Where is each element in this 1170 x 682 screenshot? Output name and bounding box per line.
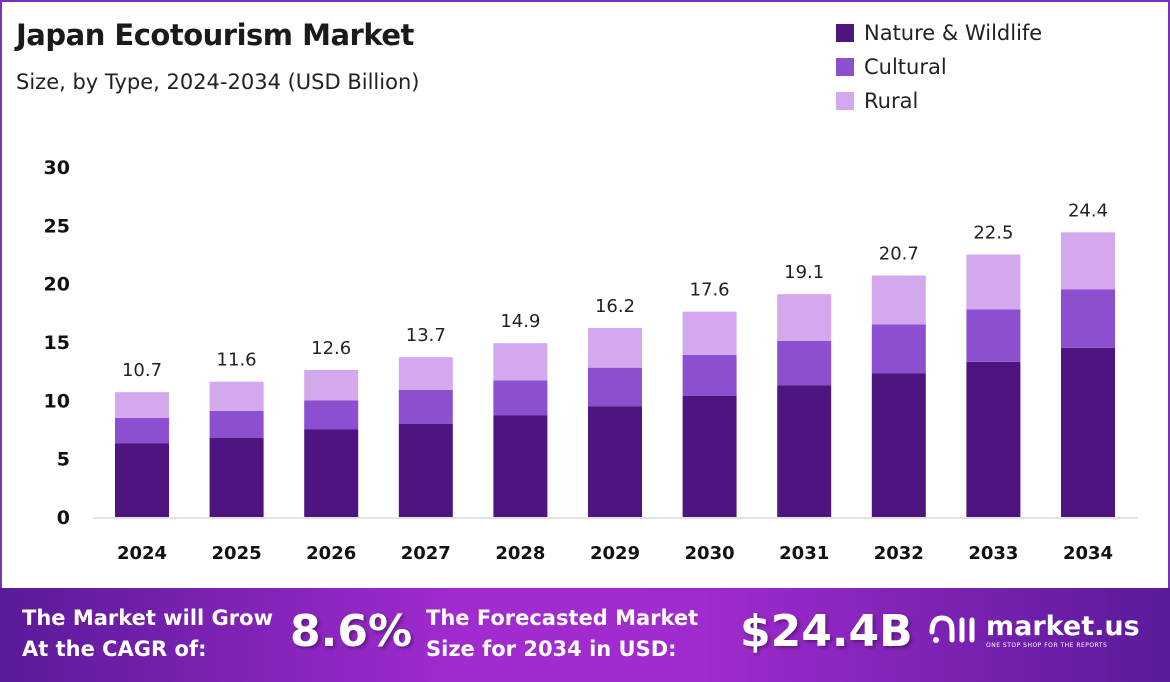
bar-segment-cultural-2030 — [682, 354, 737, 396]
bar-segment-cultural-2024 — [115, 417, 169, 444]
legend-swatch — [836, 24, 854, 42]
stacked-bar-chart: 05101520253010.7202411.6202512.6202613.7… — [44, 157, 1138, 564]
x-tick-label: 2025 — [212, 543, 262, 564]
x-tick-label: 2032 — [874, 543, 924, 564]
x-tick-label: 2027 — [401, 543, 451, 564]
legend-item-cultural: Cultural — [836, 50, 1042, 84]
bar-segment-nature-wildlife-2033 — [966, 361, 1021, 517]
data-label-total: 14.9 — [500, 311, 540, 332]
bar-segment-rural-2024 — [115, 392, 169, 418]
brand-name: market.us — [986, 611, 1140, 642]
bar-segment-cultural-2029 — [588, 367, 642, 407]
legend-label: Cultural — [864, 55, 947, 79]
bar-segment-rural-2034 — [1061, 232, 1115, 290]
bar-segment-nature-wildlife-2034 — [1061, 347, 1115, 517]
data-label-total: 22.5 — [973, 223, 1013, 244]
x-tick-label: 2033 — [968, 543, 1018, 564]
chart-subtitle: Size, by Type, 2024-2034 (USD Billion) — [16, 70, 420, 94]
bar-segment-cultural-2031 — [777, 340, 832, 386]
x-tick-label: 2031 — [779, 543, 829, 564]
x-tick-label: 2026 — [306, 543, 356, 564]
y-tick-label: 20 — [44, 274, 70, 296]
y-tick-label: 10 — [44, 390, 70, 412]
legend-label: Nature & Wildlife — [864, 21, 1043, 45]
cagr-label: The Market will Grow At the CAGR of: — [22, 603, 273, 665]
data-label-total: 24.4 — [1068, 200, 1108, 221]
market-us-logo-icon — [929, 615, 975, 643]
legend-item-nature-wildlife: Nature & Wildlife — [836, 16, 1042, 50]
y-tick-label: 25 — [44, 215, 70, 237]
data-label-total: 17.6 — [690, 280, 730, 301]
bar-segment-rural-2025 — [209, 381, 264, 411]
bar-segment-nature-wildlife-2026 — [304, 429, 359, 517]
bar-segment-nature-wildlife-2029 — [588, 406, 642, 517]
x-tick-label: 2030 — [685, 543, 735, 564]
x-tick-label: 2024 — [117, 543, 167, 564]
cagr-value: 8.6% — [290, 606, 413, 657]
chart-title: Japan Ecotourism Market — [16, 18, 414, 52]
bar-segment-rural-2031 — [777, 294, 832, 341]
bar-segment-rural-2032 — [871, 275, 926, 325]
legend-swatch — [836, 92, 854, 110]
data-label-total: 12.6 — [311, 338, 351, 359]
brand-tagline: ONE STOP SHOP FOR THE REPORTS — [986, 642, 1108, 649]
bar-segment-rural-2029 — [588, 328, 642, 368]
bar-segment-cultural-2026 — [304, 400, 359, 430]
legend: Nature & Wildlife Cultural Rural — [836, 16, 1042, 118]
bar-segment-rural-2033 — [966, 254, 1021, 310]
bar-segment-rural-2027 — [398, 357, 453, 390]
data-label-total: 10.7 — [122, 360, 162, 381]
footer-banner: The Market will Grow At the CAGR of: 8.6… — [0, 588, 1170, 682]
data-label-total: 20.7 — [879, 244, 919, 265]
bar-segment-nature-wildlife-2024 — [115, 443, 169, 517]
legend-label: Rural — [864, 89, 919, 113]
bar-segment-nature-wildlife-2028 — [493, 415, 548, 517]
forecast-value: $24.4B — [740, 606, 913, 657]
cagr-label-line1: The Market will Grow — [22, 606, 273, 630]
forecast-label: The Forecasted Market Size for 2034 in U… — [426, 603, 698, 665]
bar-segment-cultural-2033 — [966, 309, 1021, 362]
data-label-total: 16.2 — [595, 296, 635, 317]
forecast-label-line1: The Forecasted Market — [426, 606, 699, 630]
legend-swatch — [836, 58, 854, 76]
y-tick-label: 30 — [44, 157, 70, 179]
bar-segment-nature-wildlife-2025 — [209, 437, 264, 517]
data-label-total: 19.1 — [784, 262, 824, 283]
bar-segment-cultural-2028 — [493, 380, 548, 416]
x-tick-label: 2029 — [590, 543, 640, 564]
y-tick-label: 15 — [44, 332, 70, 354]
bar-segment-cultural-2034 — [1061, 289, 1115, 348]
data-label-total: 11.6 — [217, 350, 257, 371]
y-tick-label: 5 — [57, 449, 70, 471]
bar-segment-nature-wildlife-2030 — [682, 395, 737, 517]
legend-item-rural: Rural — [836, 84, 1042, 118]
bar-segment-rural-2030 — [682, 311, 737, 355]
bar-segment-nature-wildlife-2031 — [777, 385, 832, 517]
bar-segment-cultural-2027 — [398, 389, 453, 424]
data-label-total: 13.7 — [406, 325, 446, 346]
x-tick-label: 2034 — [1063, 543, 1113, 564]
bar-segment-cultural-2032 — [871, 324, 926, 374]
bar-segment-rural-2026 — [304, 370, 359, 401]
forecast-label-line2: Size for 2034 in USD: — [426, 637, 677, 661]
bar-segment-nature-wildlife-2027 — [398, 423, 453, 517]
y-tick-label: 0 — [57, 507, 70, 529]
cagr-label-line2: At the CAGR of: — [22, 637, 207, 661]
brand-logo: market.us ONE STOP SHOP FOR THE REPORTS — [928, 610, 1140, 650]
bar-segment-cultural-2025 — [209, 410, 264, 438]
x-tick-label: 2028 — [495, 543, 545, 564]
bar-segment-rural-2028 — [493, 343, 548, 381]
bar-segment-nature-wildlife-2032 — [871, 373, 926, 517]
